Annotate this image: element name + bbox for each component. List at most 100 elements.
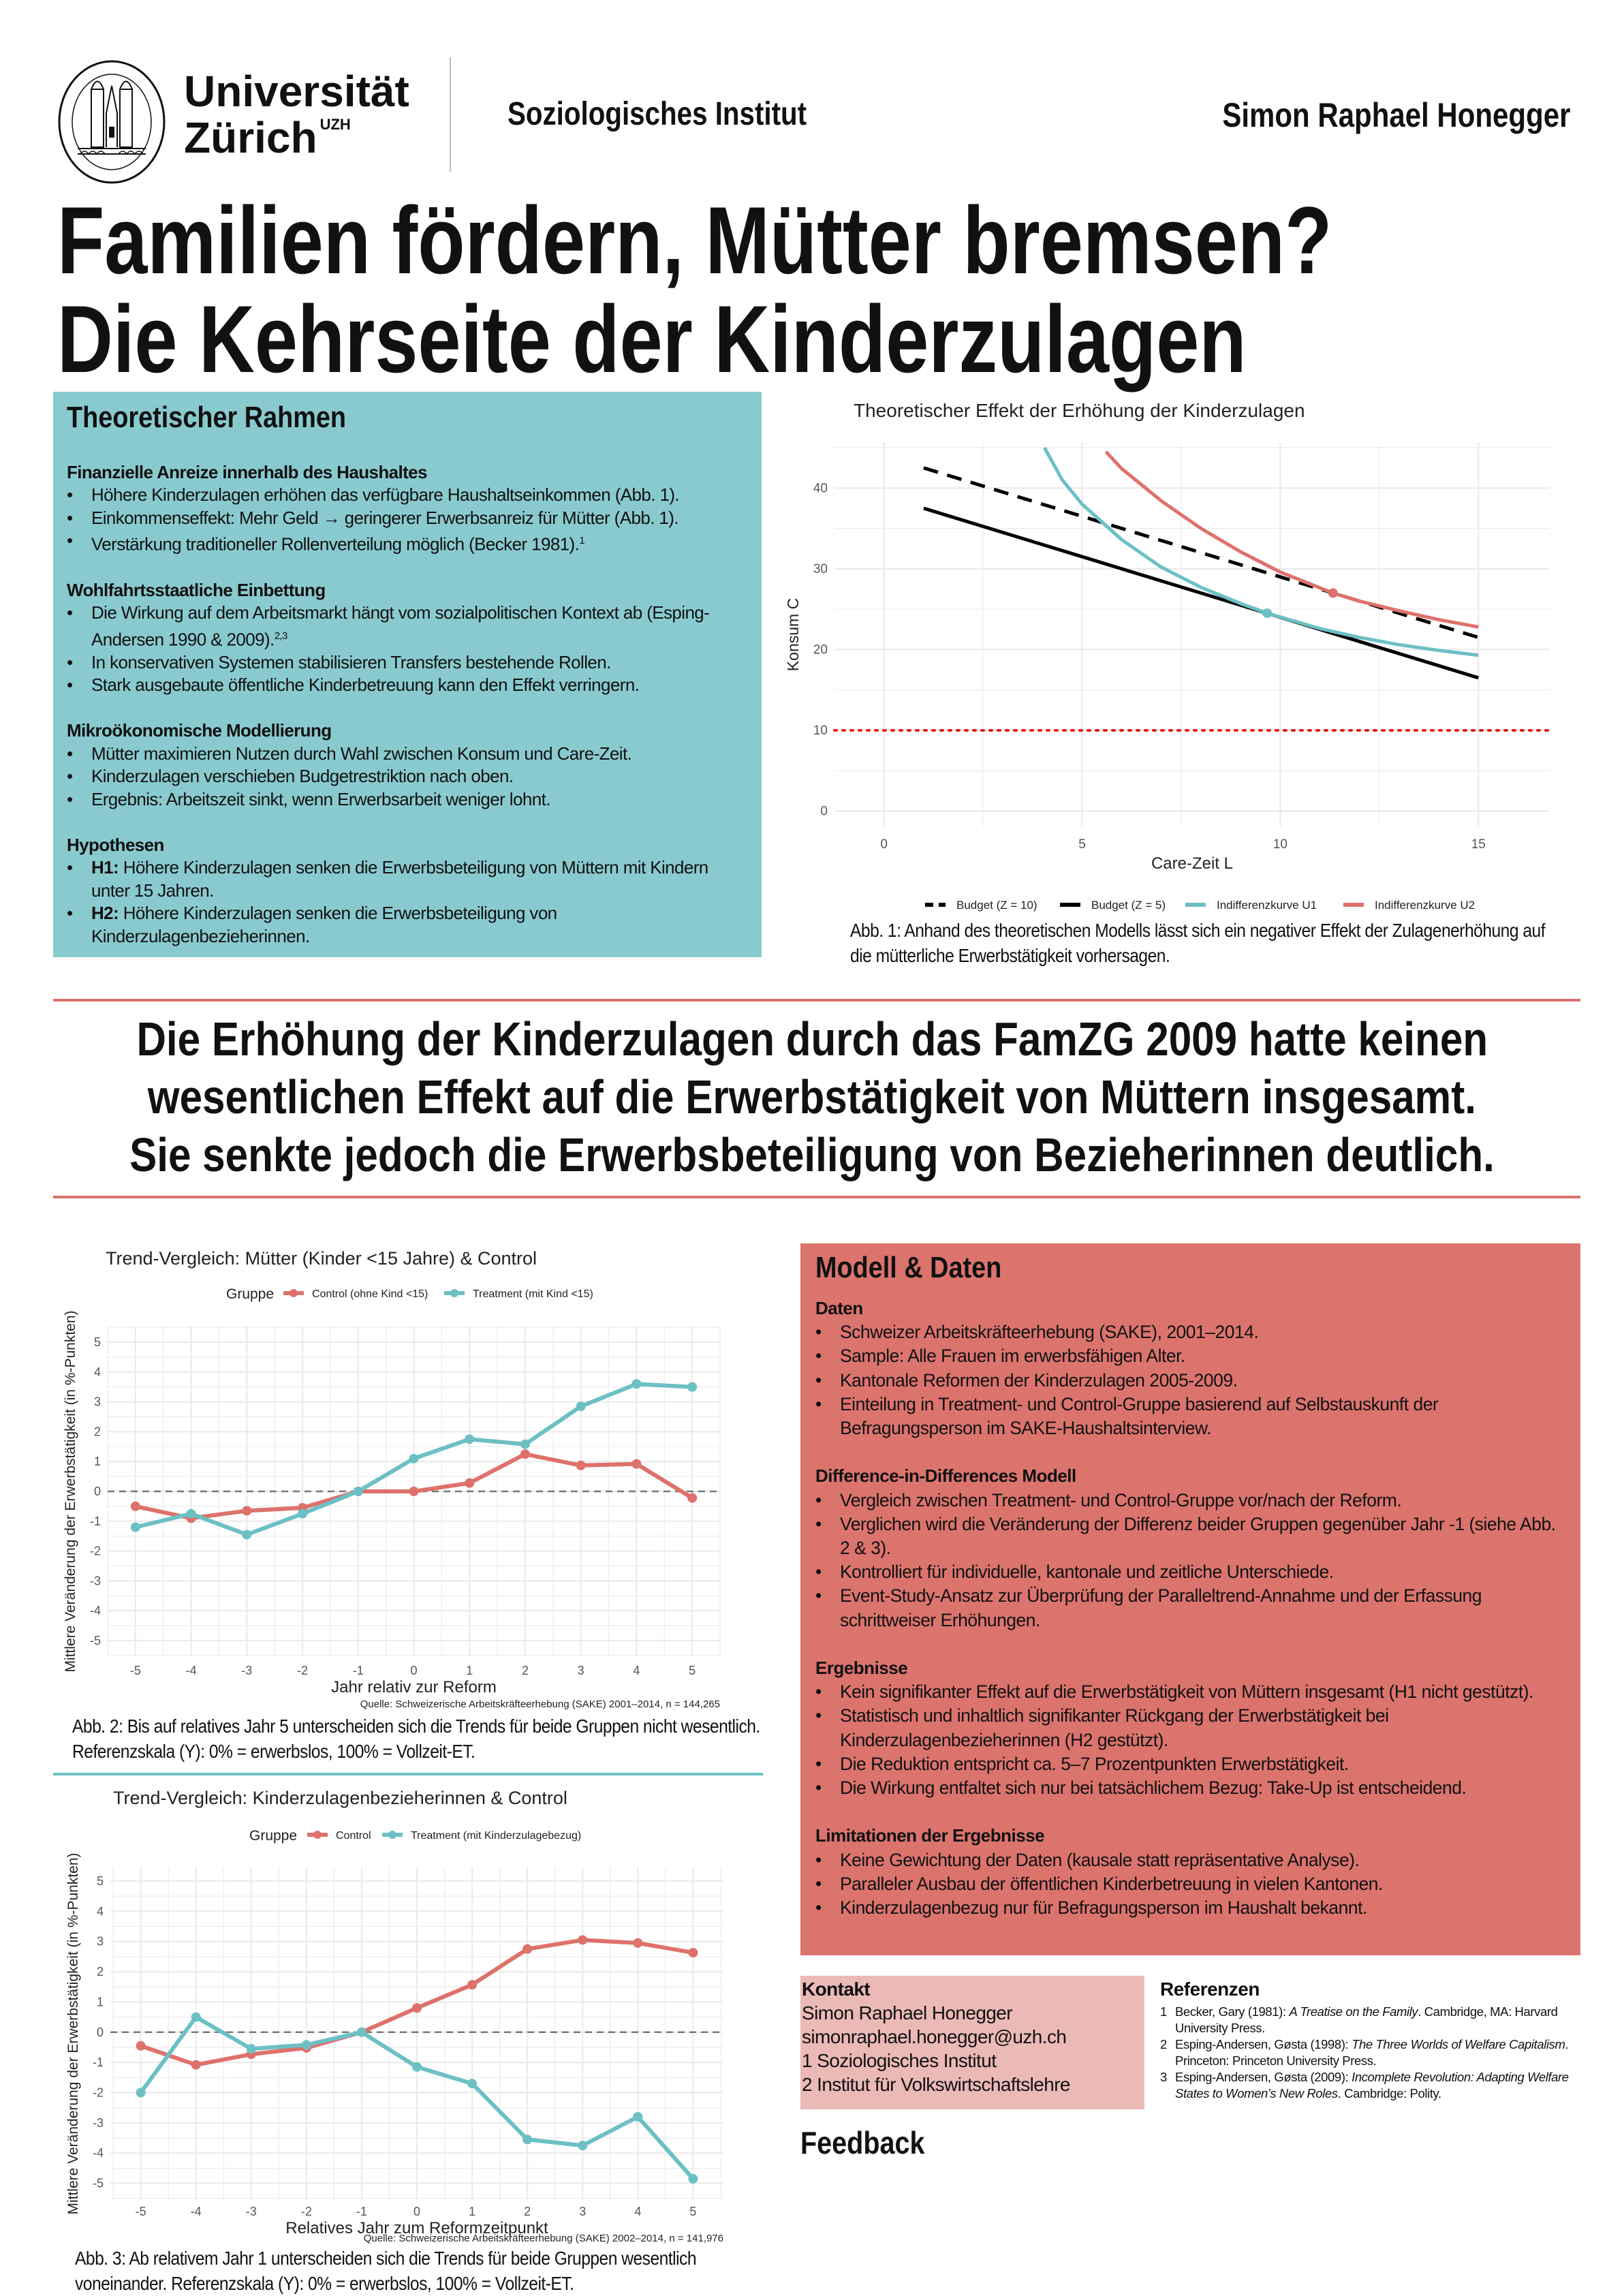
- list-item: Einteilung in Treatment- und Control-Gru…: [815, 1393, 1565, 1440]
- chart1-title: Theoretischer Effekt der Erhöhung der Ki…: [854, 400, 1305, 421]
- theory-title: Theoretischer Rahmen: [67, 397, 748, 438]
- y-tick-label: -2: [93, 2086, 104, 2100]
- contact-email[interactable]: simonraphael.honegger@uzh.ch: [802, 2026, 1067, 2047]
- legend-title: Gruppe: [249, 1828, 297, 1844]
- legend-label: Budget (Z = 5): [1091, 899, 1166, 912]
- data-point: [520, 1439, 530, 1449]
- list-item: Kontrolliert für individuelle, kantonale…: [815, 1560, 1565, 1584]
- x-tick-label: 0: [413, 2205, 420, 2218]
- model-section: DatenSchweizer Arbeitskräfteerhebung (SA…: [815, 1297, 1565, 1440]
- legend-label: Indifferenzkurve U1: [1217, 899, 1317, 912]
- reference-number: 1: [1160, 2004, 1167, 2019]
- data-point: [576, 1460, 586, 1470]
- headline-line2: wesentlichen Effekt auf die Erwerbstätig…: [0, 1073, 1624, 1121]
- item-text: Höhere Kinderzulagen senken die Erwerbsb…: [91, 903, 557, 946]
- section-heading: Hypothesen: [67, 834, 164, 855]
- hypothesis-label: H2:: [91, 903, 119, 924]
- x-tick-label: 1: [469, 2205, 475, 2218]
- theory-section: Wohlfahrtsstaatliche Einbettung Die Wirk…: [67, 579, 748, 697]
- legend-label: Indifferenzkurve U2: [1375, 899, 1475, 912]
- y-tick-label: 0: [97, 2026, 104, 2039]
- reference-title: Incomplete Revolution: Adapting Welfare …: [1175, 2070, 1569, 2100]
- contact-name: Simon Raphael Honegger: [802, 2002, 1013, 2023]
- footnote-ref: 1: [579, 535, 584, 546]
- data-point: [633, 1938, 643, 1948]
- tangency-point: [1262, 608, 1272, 619]
- y-tick-label: -3: [93, 2116, 104, 2130]
- list-item: Höhere Kinderzulagen erhöhen das verfügb…: [67, 484, 748, 507]
- y-tick-label: 4: [97, 1904, 104, 1918]
- author-name: Simon Raphael Honegger: [1156, 95, 1570, 135]
- list-item: Kein signifikanter Effekt auf die Erwerb…: [815, 1680, 1565, 1704]
- y-tick-label: 20: [813, 642, 828, 657]
- item-text: Ergebnis: Arbeitszeit sinkt, wenn Erwerb…: [91, 788, 550, 809]
- data-point: [522, 2135, 533, 2145]
- data-point: [578, 1935, 588, 1945]
- contact-title: Kontakt: [802, 1979, 871, 2000]
- x-tick-label: 15: [1471, 837, 1486, 852]
- legend-label: Control: [336, 1830, 371, 1842]
- hypothesis-label: H1:: [91, 857, 119, 878]
- data-point: [688, 1948, 698, 1958]
- legend-key-point: [388, 1831, 396, 1839]
- reference-item: 1 Becker, Gary (1981): A Treatise on the …: [1160, 2004, 1582, 2036]
- y-tick-label: -2: [90, 1545, 101, 1558]
- data-point: [130, 1522, 140, 1532]
- legend-title: Gruppe: [226, 1286, 274, 1302]
- data-point: [409, 1487, 419, 1496]
- theory-section: Hypothesen H1: Höhere Kinderzulagen senk…: [67, 834, 748, 948]
- item-text: Kinderzulagen verschieben Budgetrestrikt…: [91, 766, 514, 787]
- reference-publisher: . Cambridge: Polity.: [1337, 2086, 1441, 2100]
- university-city: Zürich: [184, 113, 317, 162]
- x-tick-label: -5: [136, 2205, 146, 2218]
- x-axis-title: Relatives Jahr zum Reformzeitpunkt: [285, 2219, 548, 2237]
- y-axis-title: Mittlere Veränderung der Erwerbstätigkei…: [63, 1310, 78, 1672]
- uzh-badge: UZH: [319, 116, 351, 133]
- data-point: [186, 1508, 196, 1519]
- headline-line1: Die Erhöhung der Kinderzulagen durch das…: [0, 1015, 1624, 1063]
- x-tick-label: -3: [246, 2205, 257, 2218]
- feedback-heading: Feedback: [800, 2124, 945, 2161]
- data-point: [246, 2044, 256, 2054]
- item-text: Höhere Kinderzulagen senken die Erwerbsb…: [91, 857, 708, 901]
- y-tick-label: 0: [94, 1485, 101, 1498]
- list-item: In konservativen Systemen stabilisieren …: [67, 651, 748, 674]
- reference-publisher: . Princeton: Princeton University Press.: [1175, 2037, 1569, 2068]
- chart1-caption: Abb. 1: Anhand des theoretischen Modells…: [850, 920, 1546, 966]
- x-tick-label: 2: [522, 1664, 529, 1677]
- institute-name: Soziologisches Institut: [507, 95, 864, 133]
- data-point: [631, 1379, 642, 1389]
- x-tick-label: -2: [301, 2205, 312, 2218]
- divider-teal: [53, 1773, 763, 1775]
- y-tick-label: -4: [93, 2146, 104, 2160]
- x-tick-label: 0: [410, 1664, 417, 1677]
- y-tick-label: 1: [97, 1995, 104, 2008]
- data-point: [409, 1453, 419, 1463]
- model-section: Difference-in-Differences ModellVergleic…: [815, 1464, 1565, 1632]
- legend-key-point: [290, 1289, 298, 1297]
- data-point: [465, 1478, 475, 1488]
- data-point: [130, 1501, 140, 1511]
- reference-title: A Treatise on the Family: [1289, 2004, 1418, 2019]
- y-tick-label: -3: [90, 1574, 101, 1587]
- source-note: Quelle: Schweizerische Arbeitskräfteerhe…: [360, 1698, 720, 1710]
- data-point: [191, 2012, 201, 2022]
- legend-label: Treatment (mit Kinderzulagebezug): [411, 1830, 581, 1842]
- headline-text: Sie senkte jedoch die Erwerbsbeteiligung…: [129, 1128, 1495, 1181]
- item-text: Mütter maximieren Nutzen durch Wahl zwis…: [91, 743, 632, 764]
- footnote-ref: 2,3: [274, 630, 288, 642]
- university-name-line2: Zürich UZH: [184, 116, 351, 159]
- theory-panel: Theoretischer Rahmen Finanzielle Anreize…: [53, 392, 762, 957]
- model-section: ErgebnisseKein signifikanter Effekt auf …: [815, 1656, 1565, 1800]
- data-point: [353, 1487, 363, 1496]
- divider-bottom: [53, 1196, 1580, 1198]
- data-point: [191, 2060, 201, 2070]
- list-item: Kinderzulagen verschieben Budgetrestrikt…: [67, 765, 748, 788]
- data-point: [242, 1530, 252, 1540]
- reference-number: 2: [1160, 2037, 1167, 2051]
- y-tick-label: 3: [97, 1935, 104, 1949]
- x-tick-label: 3: [578, 1664, 584, 1677]
- university-name-line1: Universität: [184, 67, 409, 116]
- list-item: Stark ausgebaute öffentliche Kinderbetre…: [67, 674, 748, 697]
- section-heading: Mikroökonomische Modellierung: [67, 720, 332, 741]
